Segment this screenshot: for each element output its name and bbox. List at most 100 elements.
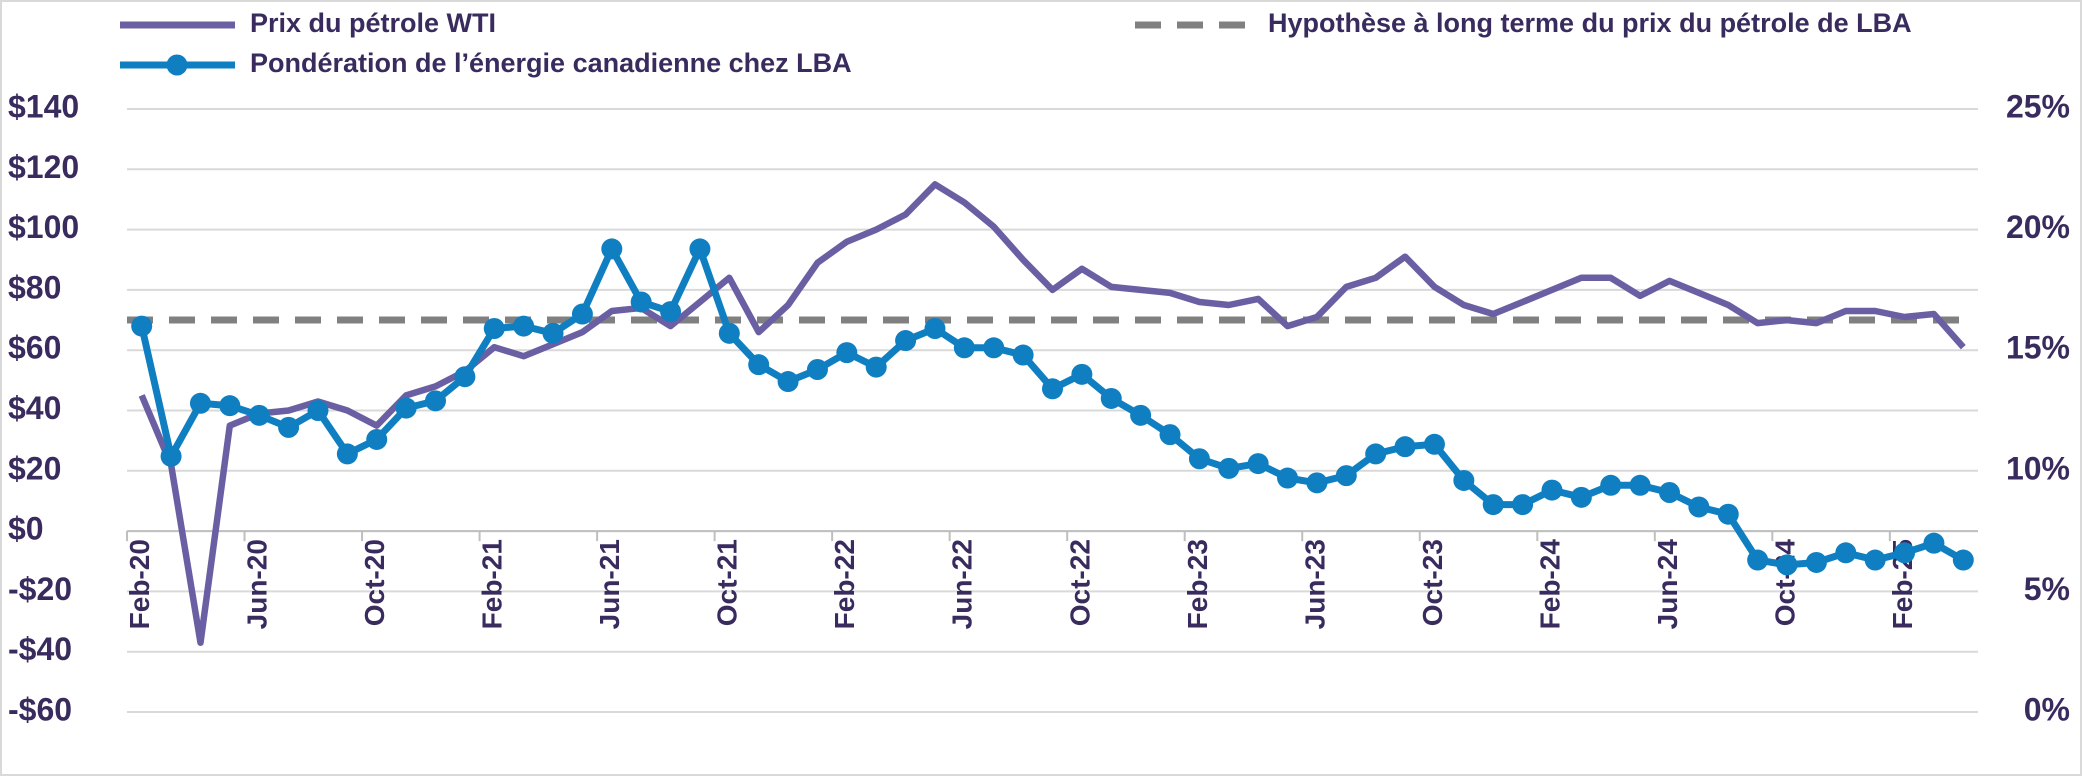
data-point [219, 395, 241, 417]
legend-marker [166, 54, 188, 76]
x-tick-label: Oct-24 [1769, 539, 1800, 627]
data-point [1629, 474, 1651, 496]
y-tick-label: -$40 [8, 631, 72, 667]
data-point [454, 366, 476, 388]
data-point [278, 416, 300, 438]
data-point [160, 445, 182, 467]
x-tick-label: Oct-20 [359, 539, 390, 626]
data-point [1042, 378, 1063, 400]
data-point [630, 291, 652, 313]
y2-tick-label: 5% [2024, 571, 2070, 607]
data-point [718, 322, 740, 344]
y2-tick-label: 20% [2006, 209, 2070, 245]
data-point [1453, 469, 1475, 491]
data-point [1717, 503, 1739, 525]
data-point [806, 358, 828, 380]
data-point [1512, 494, 1534, 516]
data-point [425, 390, 446, 412]
data-point [924, 317, 946, 339]
data-point [513, 315, 535, 337]
data-point [1247, 453, 1269, 475]
data-point [601, 238, 623, 260]
y-tick-label: $0 [8, 511, 44, 547]
data-point [1130, 404, 1152, 426]
series-line [138, 181, 1966, 646]
data-point [1835, 542, 1857, 564]
data-point [1277, 467, 1299, 489]
y2-tick-label: 25% [2006, 88, 2070, 124]
data-point [189, 392, 211, 414]
data-point [131, 315, 153, 337]
y2-tick-label: 15% [2006, 330, 2070, 366]
data-point [1335, 465, 1357, 487]
data-point [660, 301, 682, 323]
data-point [366, 428, 388, 450]
data-point [248, 404, 270, 426]
data-point [895, 330, 917, 352]
data-point [748, 354, 770, 376]
x-tick-label: Oct-21 [712, 539, 743, 626]
data-point [1423, 433, 1445, 455]
data-point [865, 356, 887, 378]
x-tick-label: Feb-24 [1534, 539, 1565, 630]
data-point [1365, 443, 1387, 465]
y-tick-label: -$20 [8, 571, 72, 607]
data-point [395, 397, 417, 419]
data-point [1894, 542, 1916, 564]
data-point [1071, 363, 1093, 385]
y-tick-label: $140 [8, 88, 79, 124]
data-point [1864, 549, 1886, 571]
data-point [953, 337, 975, 359]
y2-tick-label: 10% [2006, 450, 2070, 486]
y-tick-label: $20 [8, 450, 61, 486]
y-tick-label: $80 [8, 269, 61, 305]
y2-tick-label: 0% [2024, 691, 2070, 727]
data-point [1012, 344, 1034, 366]
y-tick-label: $100 [8, 209, 79, 245]
data-point [1805, 551, 1827, 573]
data-point [1218, 457, 1240, 479]
data-point [307, 400, 329, 421]
data-point [777, 371, 799, 393]
data-point [1659, 482, 1680, 504]
data-point [836, 342, 858, 364]
data-point [1306, 472, 1328, 494]
data-point [1570, 486, 1592, 508]
x-tick-label: Feb-22 [829, 539, 860, 629]
legend-label: Hypothèse à long terme du prix du pétrol… [1268, 8, 1912, 38]
data-point [1541, 479, 1563, 501]
data-point [1776, 554, 1798, 576]
y-tick-label: -$60 [8, 691, 72, 727]
data-point [1482, 494, 1504, 516]
data-point [542, 322, 564, 344]
y-tick-label: $120 [8, 149, 79, 185]
data-point [1952, 549, 1974, 571]
data-point [1188, 448, 1210, 470]
legend-label: Pondération de l’énergie canadienne chez… [250, 48, 852, 78]
x-tick-label: Feb-20 [124, 539, 155, 629]
data-point [1923, 532, 1945, 554]
data-point [1159, 424, 1181, 446]
x-tick-label: Jun-22 [947, 539, 978, 629]
x-tick-label: Oct-22 [1064, 539, 1095, 626]
data-point [1600, 474, 1622, 496]
data-point [336, 443, 358, 465]
legend-label: Prix du pétrole WTI [250, 8, 496, 38]
x-tick-label: Jun-21 [594, 539, 625, 629]
data-point [983, 337, 1005, 359]
y-tick-label: $40 [8, 390, 61, 426]
data-point [689, 238, 711, 260]
x-tick-label: Jun-20 [242, 539, 273, 629]
x-tick-label: Jun-23 [1299, 539, 1330, 629]
y-tick-label: $60 [8, 330, 61, 366]
data-point [1394, 436, 1416, 458]
data-point [1100, 387, 1122, 409]
x-tick-label: Feb-21 [477, 539, 508, 629]
data-point [1747, 549, 1769, 571]
x-tick-label: Feb-23 [1182, 539, 1213, 629]
data-point [483, 317, 505, 339]
data-point [1688, 496, 1710, 518]
x-tick-label: Jun-24 [1652, 539, 1683, 630]
